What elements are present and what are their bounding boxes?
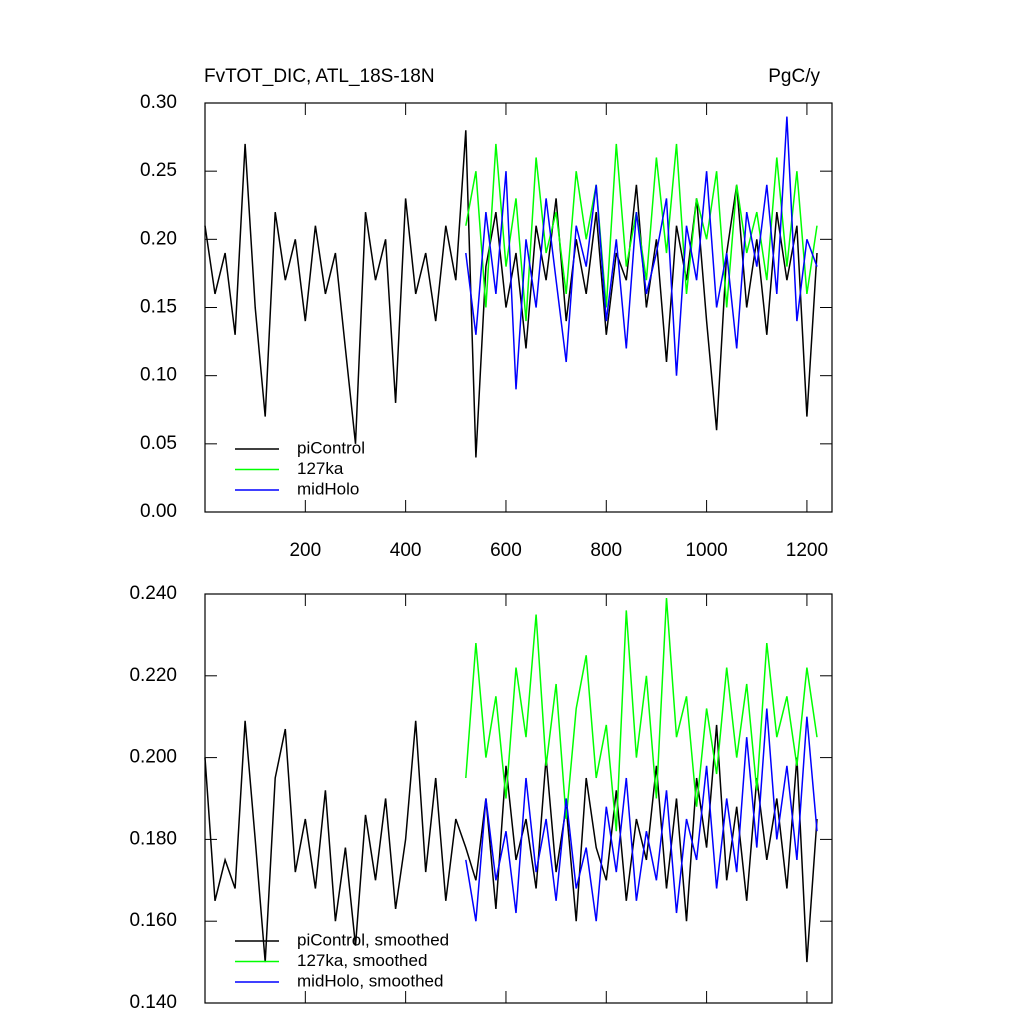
x-tick-label: 400 (390, 540, 422, 561)
x-tick-label: 1000 (685, 540, 727, 561)
y-tick-label: 0.25 (140, 160, 177, 181)
series-line (465, 708, 818, 922)
y-tick-label: 0.15 (140, 297, 177, 318)
y-tick-label: 0.00 (140, 501, 177, 522)
chart-title: FvTOT_DIC, ATL_18S-18N (204, 66, 435, 87)
y-tick-label: 0.20 (140, 228, 177, 249)
legend-label: piControl, smoothed (297, 930, 449, 949)
series-line (465, 143, 818, 322)
y-tick-label: 0.220 (129, 665, 177, 686)
x-tick-label: 1200 (786, 540, 828, 561)
y-tick-label: 0.10 (140, 365, 177, 386)
legend-label: midHolo (297, 479, 359, 498)
y-tick-label: 0.180 (129, 828, 177, 849)
y-tick-label: 0.240 (129, 583, 177, 604)
x-tick-label: 800 (590, 540, 622, 561)
plot-frame (204, 102, 833, 513)
legend-label: midHolo, smoothed (297, 971, 443, 990)
y-tick-label: 0.200 (129, 747, 177, 768)
series-line (204, 720, 818, 963)
x-tick-label: 600 (490, 540, 522, 561)
series-line (465, 116, 818, 390)
series-line (465, 598, 818, 832)
y-tick-label: 0.05 (140, 433, 177, 454)
y-tick-label: 0.160 (129, 910, 177, 931)
x-tick-label: 200 (289, 540, 321, 561)
legend-label: piControl (297, 438, 365, 457)
plot-frame (204, 593, 833, 1004)
y-tick-label: 0.30 (140, 92, 177, 113)
units-label: PgC/y (768, 66, 820, 87)
y-tick-label: 0.140 (129, 992, 177, 1013)
legend-label: 127ka, smoothed (297, 951, 427, 970)
legend-label: 127ka (297, 459, 344, 478)
